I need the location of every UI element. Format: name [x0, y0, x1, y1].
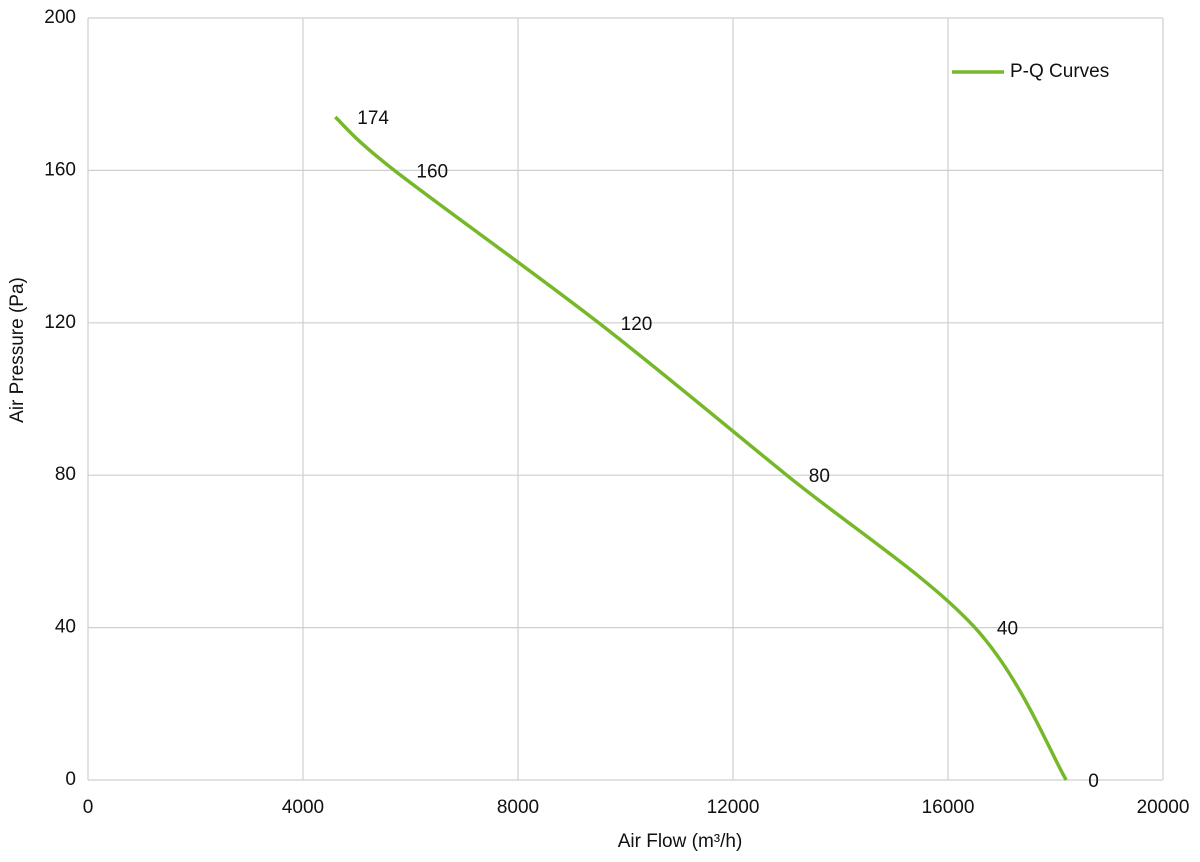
y-tick-label: 160 [44, 159, 76, 180]
x-tick-label: 4000 [282, 797, 324, 818]
data-label: 120 [621, 314, 653, 335]
y-axis-label: Air Pressure (Pa) [7, 277, 28, 423]
x-tick-label: 16000 [922, 797, 975, 818]
x-tick-label: 12000 [707, 797, 760, 818]
y-tick-label: 200 [44, 7, 76, 28]
x-tick-label: 0 [83, 797, 94, 818]
data-label: 80 [809, 466, 830, 487]
y-tick-label: 40 [55, 617, 76, 638]
data-label: 174 [357, 108, 389, 129]
legend-label: P-Q Curves [1010, 61, 1109, 82]
y-tick-label: 120 [44, 312, 76, 333]
data-label: 0 [1088, 771, 1099, 792]
x-tick-label: 8000 [497, 797, 539, 818]
data-label: 40 [997, 619, 1018, 640]
x-tick-label: 20000 [1137, 797, 1190, 818]
x-axis-label: Air Flow (m³/h) [618, 831, 743, 852]
y-tick-label: 80 [55, 464, 76, 485]
data-line [334, 115, 1068, 781]
data-label: 160 [416, 161, 448, 182]
y-tick-label: 0 [65, 769, 76, 790]
